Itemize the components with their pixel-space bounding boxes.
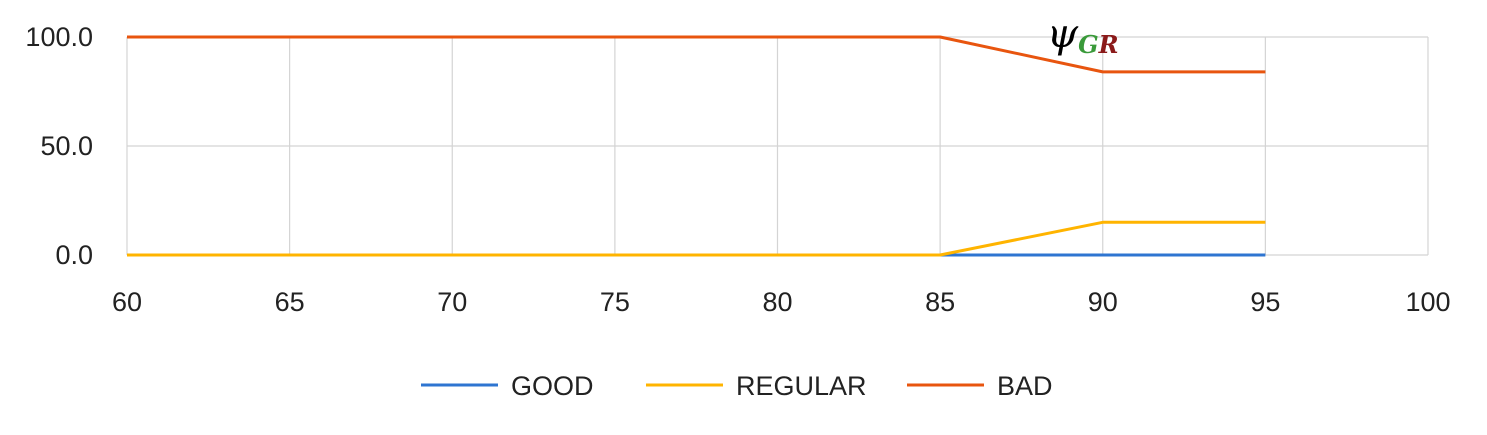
annotation-symbol: ψ <box>1047 11 1079 57</box>
annotation-subscript-g: G <box>1078 30 1099 59</box>
legend-label-good: GOOD <box>511 371 594 401</box>
series-line-bad <box>127 35 1266 74</box>
psi-annotation: ψGR <box>1047 11 1119 59</box>
x-axis-tick-labels: 60 65 70 75 80 85 90 95 100 <box>112 287 1451 317</box>
legend-label-regular: REGULAR <box>736 371 867 401</box>
x-tick-label: 75 <box>600 287 630 317</box>
x-tick-label: 100 <box>1405 287 1450 317</box>
annotation-subscript-r: R <box>1098 30 1119 59</box>
series-lines <box>127 35 1266 257</box>
x-tick-label: 95 <box>1250 287 1280 317</box>
x-tick-label: 70 <box>437 287 467 317</box>
x-tick-label: 60 <box>112 287 142 317</box>
legend: GOOD REGULAR BAD <box>421 371 1053 401</box>
y-axis-tick-labels: 0.0 50.0 100.0 <box>25 22 93 270</box>
series-line-regular <box>127 220 1266 257</box>
y-tick-label: 100.0 <box>25 22 93 52</box>
y-tick-label: 50.0 <box>40 131 93 161</box>
x-tick-label: 65 <box>275 287 305 317</box>
legend-label-bad: BAD <box>997 371 1053 401</box>
y-tick-label: 0.0 <box>55 240 93 270</box>
x-tick-label: 90 <box>1088 287 1118 317</box>
x-tick-label: 85 <box>925 287 955 317</box>
x-tick-label: 80 <box>762 287 792 317</box>
